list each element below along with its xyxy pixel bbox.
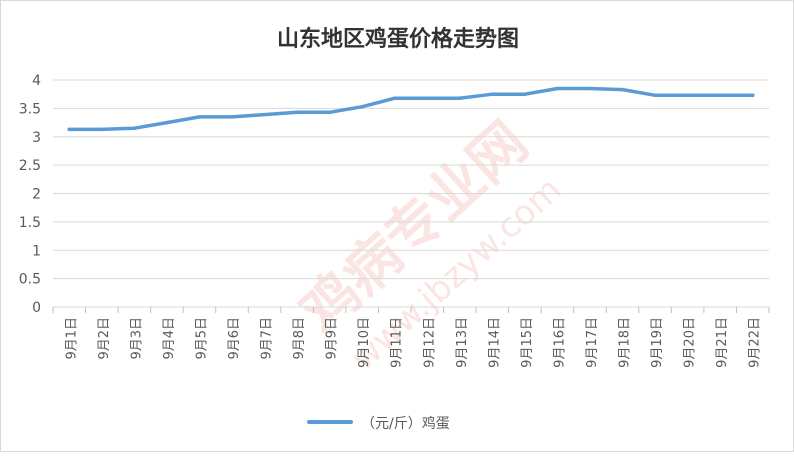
x-tick-label: 9月15日 — [520, 317, 535, 368]
data-point — [165, 120, 169, 125]
x-tick-label: 9月9日 — [325, 317, 340, 360]
y-tick-label: 1.5 — [19, 215, 41, 231]
x-tick-label: 9月21日 — [715, 317, 730, 368]
data-point — [750, 93, 755, 98]
gridlines — [53, 79, 769, 308]
data-point — [230, 115, 234, 119]
x-tick-label: 9月5日 — [194, 317, 209, 360]
chart-title: 山东地区鸡蛋价格走势图 — [277, 26, 519, 52]
data-point — [458, 96, 462, 100]
data-point — [685, 93, 690, 98]
y-tick-label: 0.5 — [19, 272, 41, 288]
legend-label: （元/斤）鸡蛋 — [361, 415, 450, 432]
x-tick-label: 9月11日 — [390, 317, 405, 368]
data-point — [197, 115, 202, 119]
x-tick-label: 9月4日 — [162, 317, 177, 360]
data-point — [132, 126, 137, 131]
x-tick-label: 9月17日 — [585, 317, 600, 368]
data-point — [555, 86, 560, 91]
data-point — [360, 104, 364, 109]
x-tick-label: 9月6日 — [227, 317, 242, 360]
series-line — [67, 86, 755, 132]
x-tick-label: 9月18日 — [618, 317, 633, 368]
x-tick-label: 9月2日 — [97, 317, 112, 360]
data-point — [67, 127, 72, 132]
x-tick-label: 9月12日 — [422, 317, 437, 368]
data-point — [718, 93, 722, 98]
y-tick-label: 2 — [32, 187, 41, 203]
data-point — [523, 92, 527, 96]
data-point — [295, 110, 299, 115]
y-tick-label: 0 — [32, 300, 41, 316]
data-point — [327, 110, 332, 115]
data-point — [425, 96, 430, 100]
x-tick-label: 9月8日 — [292, 317, 307, 360]
x-tick-label: 9月19日 — [650, 317, 665, 368]
x-tick-label: 9月7日 — [260, 317, 275, 360]
x-tick-label: 9月1日 — [64, 317, 79, 360]
y-tick-label: 3.5 — [19, 101, 41, 117]
data-point — [100, 127, 104, 132]
y-tick-label: 2.5 — [19, 158, 41, 174]
x-tick-label: 9月3日 — [129, 317, 144, 360]
y-axis: 0 0.5 1 1.5 2 2.5 3 3.5 4 — [19, 73, 41, 316]
x-tick-label: 9月10日 — [357, 317, 372, 368]
data-point — [653, 93, 657, 98]
y-tick-label: 3 — [32, 130, 41, 146]
y-tick-label: 1 — [32, 243, 41, 259]
x-tick-label: 9月16日 — [552, 317, 567, 368]
x-tick-label: 9月20日 — [683, 317, 698, 368]
data-point — [588, 86, 592, 91]
x-axis: 9月1日 9月2日 9月3日 9月4日 9月5日 9月6日 9月7日 9月8日 9月9日 9月10… — [52, 307, 770, 368]
data-point — [620, 87, 625, 92]
data-point — [490, 92, 495, 96]
data-point — [262, 112, 267, 117]
x-tick-label: 9月13日 — [455, 317, 470, 368]
data-point — [392, 96, 397, 100]
y-tick-label: 4 — [32, 73, 41, 89]
x-tick-label: 9月22日 — [748, 317, 763, 368]
plot-area — [67, 86, 755, 132]
legend: （元/斤）鸡蛋 — [307, 415, 450, 432]
x-tick-label: 9月14日 — [487, 317, 502, 368]
